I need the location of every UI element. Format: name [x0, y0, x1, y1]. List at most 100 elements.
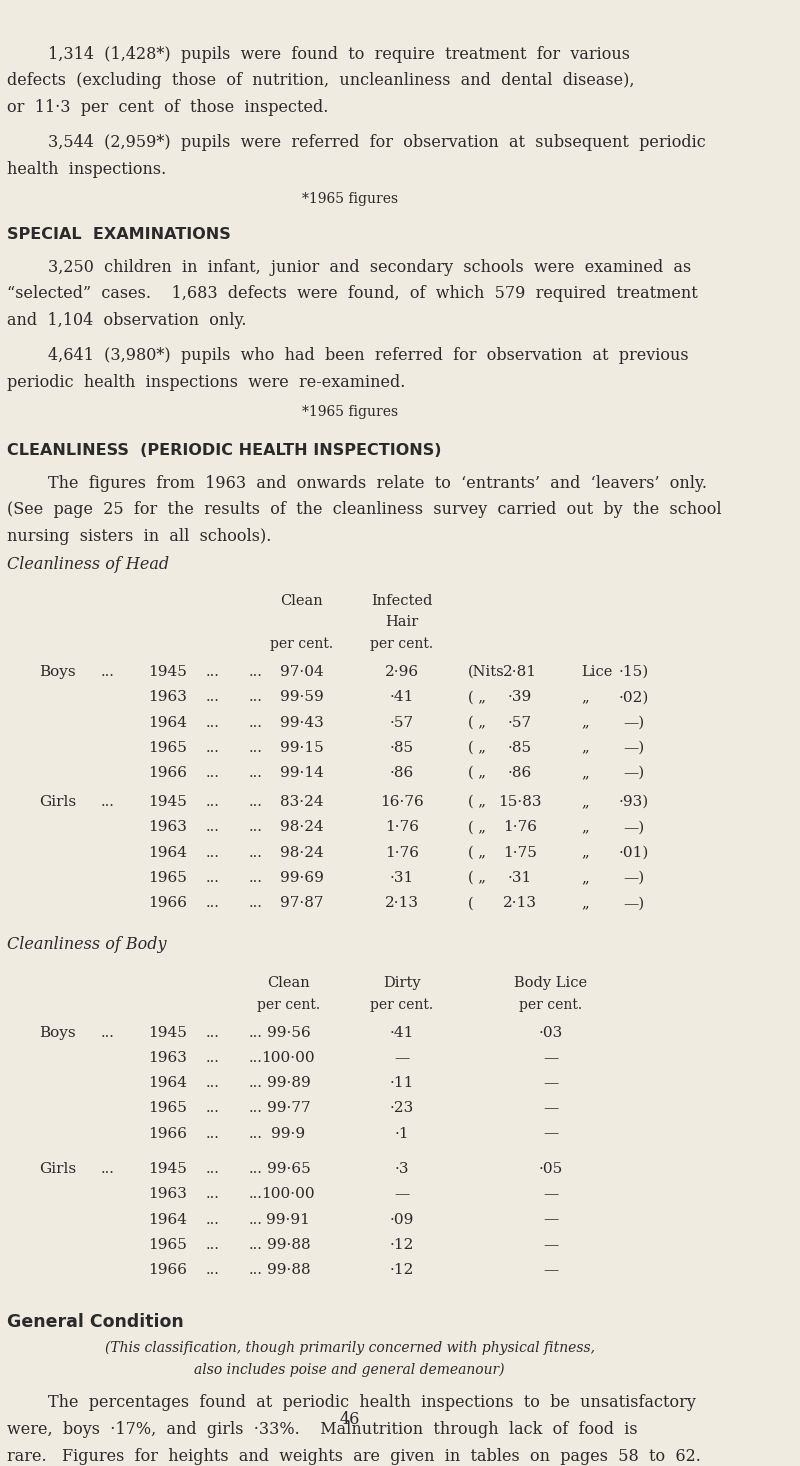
- Text: ...: ...: [249, 871, 263, 885]
- Text: Body Lice: Body Lice: [514, 976, 587, 990]
- Text: ...: ...: [249, 715, 263, 730]
- Text: ...: ...: [249, 846, 263, 859]
- Text: ( „: ( „: [467, 821, 486, 834]
- Text: ...: ...: [249, 666, 263, 679]
- Text: Cleanliness of Body: Cleanliness of Body: [7, 937, 166, 953]
- Text: *1965 figures: *1965 figures: [302, 405, 398, 419]
- Text: (Nits: (Nits: [467, 666, 504, 679]
- Text: periodic  health  inspections  were  re-examined.: periodic health inspections were re-exam…: [7, 374, 406, 390]
- Text: 1965: 1965: [149, 740, 187, 755]
- Text: „: „: [581, 767, 589, 780]
- Text: —): —): [623, 767, 644, 780]
- Text: Clean: Clean: [280, 594, 323, 607]
- Text: ...: ...: [206, 1264, 219, 1277]
- Text: 99·15: 99·15: [280, 740, 323, 755]
- Text: per cent.: per cent.: [370, 998, 434, 1012]
- Text: ...: ...: [206, 690, 219, 704]
- Text: „: „: [581, 896, 589, 910]
- Text: ...: ...: [206, 1212, 219, 1227]
- Text: „: „: [581, 715, 589, 730]
- Text: ( „: ( „: [467, 690, 486, 704]
- Text: —: —: [394, 1187, 410, 1201]
- Text: ...: ...: [249, 767, 263, 780]
- Text: ( „: ( „: [467, 795, 486, 809]
- Text: and  1,104  observation  only.: and 1,104 observation only.: [7, 312, 246, 330]
- Text: ·31: ·31: [390, 871, 414, 885]
- Text: 1963: 1963: [149, 821, 187, 834]
- Text: (: (: [467, 896, 481, 910]
- Text: *1965 figures: *1965 figures: [302, 192, 398, 207]
- Text: ...: ...: [249, 1237, 263, 1252]
- Text: ·11: ·11: [390, 1076, 414, 1091]
- Text: 99·88: 99·88: [266, 1264, 310, 1277]
- Text: —): —): [623, 715, 644, 730]
- Text: Dirty: Dirty: [383, 976, 421, 990]
- Text: ...: ...: [206, 821, 219, 834]
- Text: ...: ...: [206, 1187, 219, 1201]
- Text: 99·77: 99·77: [266, 1101, 310, 1116]
- Text: 16·76: 16·76: [380, 795, 424, 809]
- Text: 97·04: 97·04: [280, 666, 323, 679]
- Text: 1·76: 1·76: [385, 821, 419, 834]
- Text: ...: ...: [206, 666, 219, 679]
- Text: 1963: 1963: [149, 1051, 187, 1064]
- Text: defects  (excluding  those  of  nutrition,  uncleanliness  and  dental  disease): defects (excluding those of nutrition, u…: [7, 72, 634, 89]
- Text: SPECIAL  EXAMINATIONS: SPECIAL EXAMINATIONS: [7, 227, 230, 242]
- Text: —: —: [543, 1212, 558, 1227]
- Text: ·41: ·41: [390, 1026, 414, 1039]
- Text: Girls: Girls: [39, 1163, 77, 1176]
- Text: 1964: 1964: [149, 846, 187, 859]
- Text: 1966: 1966: [149, 896, 187, 910]
- Text: ...: ...: [249, 1101, 263, 1116]
- Text: Hair: Hair: [386, 616, 418, 629]
- Text: 83·24: 83·24: [280, 795, 323, 809]
- Text: “selected”  cases.    1,683  defects  were  found,  of  which  579  required  tr: “selected” cases. 1,683 defects were fou…: [7, 286, 698, 302]
- Text: (This classification, though primarily concerned with physical fitness,: (This classification, though primarily c…: [105, 1341, 594, 1355]
- Text: ...: ...: [206, 1026, 219, 1039]
- Text: nursing  sisters  in  all  schools).: nursing sisters in all schools).: [7, 528, 271, 545]
- Text: ...: ...: [206, 1101, 219, 1116]
- Text: 1945: 1945: [149, 795, 187, 809]
- Text: General Condition: General Condition: [7, 1314, 184, 1331]
- Text: ...: ...: [206, 1237, 219, 1252]
- Text: ...: ...: [206, 1051, 219, 1064]
- Text: —: —: [543, 1126, 558, 1141]
- Text: per cent.: per cent.: [519, 998, 582, 1012]
- Text: ...: ...: [206, 1126, 219, 1141]
- Text: 99·91: 99·91: [266, 1212, 310, 1227]
- Text: ·15): ·15): [618, 666, 649, 679]
- Text: 1964: 1964: [149, 1212, 187, 1227]
- Text: —: —: [543, 1187, 558, 1201]
- Text: ·39: ·39: [508, 690, 532, 704]
- Text: per cent.: per cent.: [370, 638, 434, 651]
- Text: —): —): [623, 871, 644, 885]
- Text: Clean: Clean: [267, 976, 310, 990]
- Text: 1945: 1945: [149, 666, 187, 679]
- Text: „: „: [581, 740, 589, 755]
- Text: 99·14: 99·14: [279, 767, 323, 780]
- Text: 1964: 1964: [149, 715, 187, 730]
- Text: Boys: Boys: [39, 666, 76, 679]
- Text: or  11·3  per  cent  of  those  inspected.: or 11·3 per cent of those inspected.: [7, 100, 328, 116]
- Text: ( „: ( „: [467, 715, 486, 730]
- Text: 99·89: 99·89: [266, 1076, 310, 1091]
- Text: ·86: ·86: [508, 767, 532, 780]
- Text: Boys: Boys: [39, 1026, 76, 1039]
- Text: 1·75: 1·75: [503, 846, 537, 859]
- Text: 98·24: 98·24: [280, 846, 323, 859]
- Text: —: —: [543, 1237, 558, 1252]
- Text: ...: ...: [101, 666, 114, 679]
- Text: —: —: [543, 1051, 558, 1064]
- Text: ·93): ·93): [618, 795, 649, 809]
- Text: 1945: 1945: [149, 1026, 187, 1039]
- Text: ·1: ·1: [394, 1126, 410, 1141]
- Text: 3,544  (2,959*)  pupils  were  referred  for  observation  at  subsequent  perio: 3,544 (2,959*) pupils were referred for …: [48, 133, 706, 151]
- Text: ·01): ·01): [618, 846, 649, 859]
- Text: 99·88: 99·88: [266, 1237, 310, 1252]
- Text: 1,314  (1,428*)  pupils  were  found  to  require  treatment  for  various: 1,314 (1,428*) pupils were found to requ…: [48, 45, 630, 63]
- Text: ·09: ·09: [390, 1212, 414, 1227]
- Text: ...: ...: [249, 795, 263, 809]
- Text: 99·56: 99·56: [266, 1026, 310, 1039]
- Text: —: —: [543, 1264, 558, 1277]
- Text: ...: ...: [249, 690, 263, 704]
